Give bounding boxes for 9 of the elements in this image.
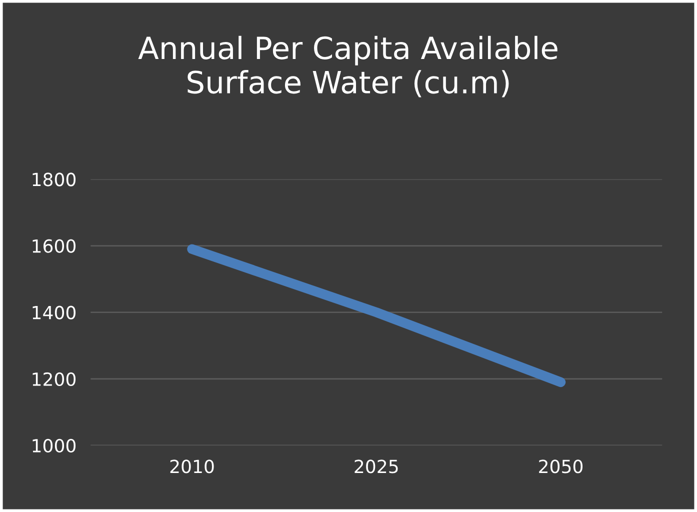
- x-tick-label: 2010: [170, 460, 214, 474]
- y-tick-label: 1800: [32, 172, 76, 186]
- y-tick-label: 1000: [32, 438, 76, 453]
- chart-title: Annual Per Capita Available Surface Water (cu.m): [138, 36, 558, 98]
- y-tick-label: 1600: [32, 239, 76, 253]
- x-tick-label: 2025: [354, 460, 398, 474]
- y-tick-label: 1200: [32, 372, 76, 386]
- x-tick-label: 2050: [539, 460, 583, 474]
- y-tick-label: 1400: [32, 306, 76, 320]
